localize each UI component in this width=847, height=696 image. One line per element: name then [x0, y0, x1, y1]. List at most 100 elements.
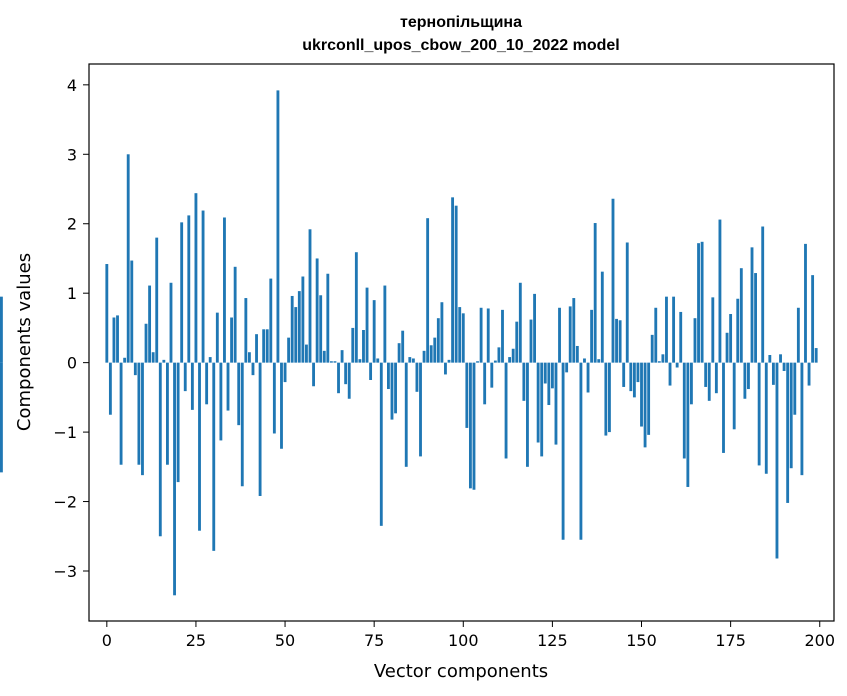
bar-3: [116, 315, 119, 363]
bar-5: [123, 357, 127, 363]
bar-11: [144, 323, 148, 363]
bar-32: [219, 362, 223, 441]
bar-160: [675, 362, 679, 368]
bar-131: [572, 298, 576, 363]
bar-31: [215, 312, 219, 363]
bar-81: [394, 362, 397, 414]
bar-105: [479, 307, 483, 363]
bar-130: [568, 306, 572, 363]
bar-49: [280, 362, 283, 449]
bar-159: [672, 296, 676, 363]
bar-102: [468, 362, 472, 489]
bar-47: [272, 362, 276, 434]
bar-23: [187, 215, 191, 363]
bars-group: [0, 90, 818, 596]
bar-87: [415, 362, 419, 392]
chart-subtitle: ukrconll_upos_cbow_200_10_2022 model: [302, 37, 619, 54]
x-tick-label: 25: [186, 631, 206, 650]
y-tick-label: 3: [67, 145, 77, 164]
bar-55: [301, 276, 305, 363]
bar-51: [287, 337, 291, 363]
bar-192: [789, 362, 793, 469]
bar-100: [461, 313, 465, 363]
bar-39: [244, 298, 248, 363]
bar-172: [718, 219, 722, 363]
bar-154: [654, 307, 658, 363]
bar-92: [433, 337, 437, 363]
bar-110: [497, 347, 501, 363]
x-tick-label: 100: [448, 631, 479, 650]
bar-123: [543, 362, 547, 384]
bar-176: [732, 362, 736, 430]
bar-74: [369, 362, 373, 380]
bar-140: [604, 362, 608, 436]
bar-65: [337, 362, 340, 394]
bar-170: [711, 297, 715, 363]
bar-109: [493, 360, 497, 363]
bar-67: [344, 362, 348, 385]
x-tick-label: 125: [537, 631, 568, 650]
bar-111: [501, 309, 504, 363]
bar-66: [340, 350, 344, 363]
bar-86: [411, 358, 415, 363]
y-tick-label: 0: [67, 354, 77, 373]
bar-1: [108, 362, 112, 415]
bar-114: [511, 348, 515, 363]
bar-89: [422, 350, 426, 363]
bar-26: [198, 362, 201, 531]
bar-132: [575, 345, 579, 363]
bar-163: [686, 362, 690, 487]
bar-78: [383, 285, 387, 363]
bar-85: [408, 357, 412, 363]
bar-185: [764, 362, 768, 474]
bar-169: [707, 362, 711, 401]
bar-119: [529, 319, 533, 363]
bar-77: [379, 362, 383, 526]
bar-40: [247, 352, 251, 363]
bar-29: [208, 357, 212, 363]
bar-28: [205, 362, 209, 405]
bar-14: [155, 237, 159, 363]
bar-141: [608, 362, 611, 433]
y-tick-label: −1: [53, 423, 77, 442]
bar-149: [636, 362, 640, 383]
bar-58: [312, 362, 315, 387]
bar-90: [426, 218, 430, 363]
bar-79: [387, 362, 390, 390]
bar-25: [194, 193, 198, 363]
bar-22: [183, 362, 187, 392]
bar-179: [743, 362, 747, 399]
bar-121: [536, 362, 540, 443]
bar-24: [190, 362, 194, 410]
bar-94: [440, 302, 444, 363]
bar-148: [632, 362, 636, 398]
bar-181: [750, 247, 754, 363]
bar-undefined: [0, 296, 3, 363]
bar-61: [322, 350, 326, 363]
bar-195: [800, 362, 804, 476]
bar-190: [782, 362, 786, 371]
bar-15: [158, 362, 162, 537]
bar-139: [600, 271, 604, 363]
bar-36: [233, 266, 237, 363]
y-tick-label: 4: [67, 76, 77, 95]
bar-137: [593, 223, 597, 363]
bar-138: [597, 359, 601, 363]
bar-183: [757, 362, 761, 466]
bar-113: [508, 357, 512, 363]
bar-undefined: [0, 362, 3, 473]
bar-146: [625, 242, 629, 363]
bar-64: [333, 361, 337, 363]
bar-91: [429, 345, 433, 363]
bar-162: [682, 362, 686, 459]
x-axis-ticks: 0 25 50 75 100 125 150 175 200: [102, 621, 835, 650]
bar-115: [515, 321, 519, 363]
bar-175: [729, 314, 733, 363]
bar-44: [262, 329, 266, 363]
bar-107: [486, 308, 490, 363]
bar-41: [251, 362, 255, 376]
bar-199: [814, 348, 818, 363]
bar-42: [255, 334, 258, 363]
bar-69: [351, 327, 355, 363]
